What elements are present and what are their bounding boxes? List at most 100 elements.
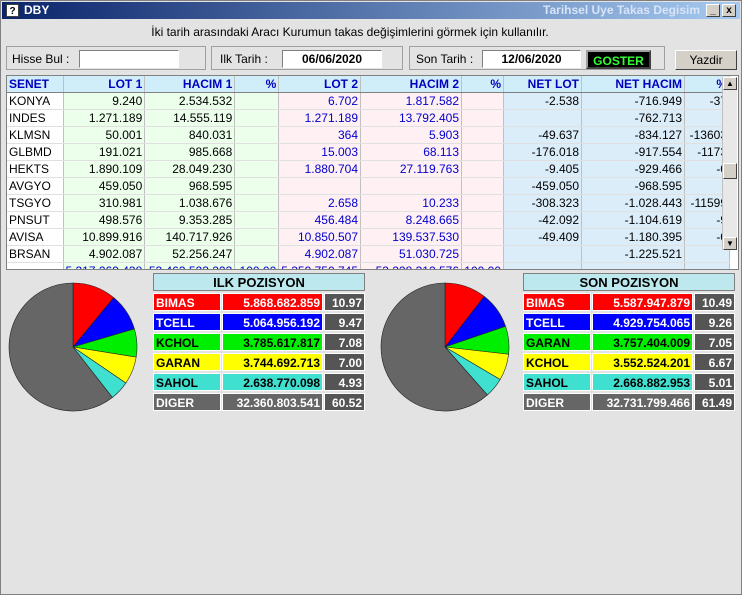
grid-cell[interactable]: 5.359.750.745 <box>278 262 361 269</box>
grid-cell[interactable]: % <box>684 76 730 93</box>
grid-cell[interactable]: -176.018 <box>503 143 582 161</box>
grid-cell[interactable] <box>234 143 280 161</box>
close-button[interactable]: x <box>722 4 736 17</box>
grid-cell[interactable]: 8.248.665 <box>360 211 462 229</box>
grid-cell[interactable]: 5.317.269.438 <box>63 262 146 269</box>
grid-cell[interactable]: 10.233 <box>360 194 462 212</box>
grid-cell[interactable]: 1.880.704 <box>278 160 361 178</box>
grid-cell[interactable]: AVGYO <box>7 177 64 195</box>
ilk-tarih-input[interactable]: 06/06/2020 <box>282 50 382 68</box>
goster-button[interactable]: GOSTER <box>586 50 651 69</box>
grid-cell[interactable] <box>581 262 685 269</box>
table-row[interactable]: INDES 1.271.189 14.555.119 1.271.189 13.792.… <box>7 109 730 127</box>
grid-cell[interactable]: -762.713 <box>581 109 685 127</box>
grid-cell[interactable]: 498.576 <box>63 211 146 229</box>
vertical-scrollbar[interactable]: ▲ ▼ <box>722 77 737 250</box>
grid-cell[interactable]: KONYA <box>7 92 64 110</box>
table-row[interactable]: AVISA 10.899.916 140.717.926 10.850.507 139.… <box>7 228 730 246</box>
grid-cell[interactable]: KLMSN <box>7 126 64 144</box>
grid-cell[interactable]: HEKTS <box>7 160 64 178</box>
grid-cell[interactable] <box>234 126 280 144</box>
grid-cell[interactable]: -11599 <box>684 194 730 212</box>
grid-cell[interactable]: 100,00 <box>461 262 504 269</box>
scroll-thumb[interactable] <box>723 163 737 179</box>
grid-cell[interactable]: BRSAN <box>7 245 64 263</box>
table-row[interactable]: BRSAN 4.902.087 52.256.247 4.902.087 51.030.… <box>7 245 730 263</box>
grid-cell[interactable]: 9.240 <box>63 92 146 110</box>
grid-cell[interactable]: SENET <box>7 76 64 93</box>
table-row[interactable]: TSGYO 310.981 1.038.676 2.658 10.233 -308.323… <box>7 194 730 212</box>
grid-cell[interactable] <box>7 262 64 269</box>
grid-cell[interactable] <box>234 160 280 178</box>
app-icon[interactable]: ? <box>6 4 19 17</box>
grid-cell[interactable]: -2.538 <box>503 92 582 110</box>
grid-cell[interactable] <box>461 177 504 195</box>
grid-cell[interactable]: 2.534.532 <box>144 92 236 110</box>
grid-cell[interactable]: 840.031 <box>144 126 236 144</box>
grid-cell[interactable]: -1.104.619 <box>581 211 685 229</box>
grid-cell[interactable] <box>503 109 582 127</box>
grid-cell[interactable]: 2.658 <box>278 194 361 212</box>
grid-cell[interactable]: 6.702 <box>278 92 361 110</box>
grid-cell[interactable]: 14.555.119 <box>144 109 236 127</box>
grid-cell[interactable] <box>234 211 280 229</box>
hisse-search-input[interactable] <box>79 50 179 68</box>
scroll-up-arrow-icon[interactable]: ▲ <box>723 77 737 90</box>
table-row[interactable]: HEKTS 1.890.109 28.049.230 1.880.704 27.119.… <box>7 160 730 178</box>
grid-cell[interactable]: 1.817.582 <box>360 92 462 110</box>
grid-cell[interactable]: -9 <box>684 211 730 229</box>
grid-cell[interactable]: 51.030.725 <box>360 245 462 263</box>
grid-cell[interactable]: 140.717.926 <box>144 228 236 246</box>
grid-cell[interactable]: 1.271.189 <box>63 109 146 127</box>
grid-cell[interactable] <box>461 211 504 229</box>
grid-cell[interactable]: 27.119.763 <box>360 160 462 178</box>
grid-cell[interactable]: NET HACIM <box>581 76 685 93</box>
grid-cell[interactable]: -9.405 <box>503 160 582 178</box>
grid-cell[interactable]: 10.899.916 <box>63 228 146 246</box>
scroll-down-arrow-icon[interactable]: ▼ <box>723 237 737 250</box>
grid-cell[interactable]: 5.903 <box>360 126 462 144</box>
grid-cell[interactable]: 364 <box>278 126 361 144</box>
grid-cell[interactable] <box>461 109 504 127</box>
grid-cell[interactable]: 4.902.087 <box>278 245 361 263</box>
minimize-button[interactable]: _ <box>706 4 720 17</box>
grid-cell[interactable]: % <box>461 76 504 93</box>
grid-cell[interactable]: PNSUT <box>7 211 64 229</box>
grid-cell[interactable]: 9.353.285 <box>144 211 236 229</box>
grid-cell[interactable]: 4.902.087 <box>63 245 146 263</box>
grid-cell[interactable] <box>234 228 280 246</box>
grid-cell[interactable]: -1.028.443 <box>581 194 685 212</box>
grid-cell[interactable]: -13603 <box>684 126 730 144</box>
grid-cell[interactable] <box>461 228 504 246</box>
grid-cell[interactable]: LOT 1 <box>63 76 146 93</box>
son-tarih-input[interactable]: 12/06/2020 <box>482 50 581 68</box>
grid-cell[interactable] <box>503 245 582 263</box>
grid-cell[interactable]: 53.463.523.223 <box>144 262 236 269</box>
grid-cell[interactable] <box>461 245 504 263</box>
grid-cell[interactable] <box>234 177 280 195</box>
grid-cell[interactable]: 52.256.247 <box>144 245 236 263</box>
grid-cell[interactable]: 310.981 <box>63 194 146 212</box>
grid-cell[interactable]: AVISA <box>7 228 64 246</box>
grid-cell[interactable] <box>461 126 504 144</box>
grid-cell[interactable]: LOT 2 <box>278 76 361 93</box>
grid-cell[interactable]: 10.850.507 <box>278 228 361 246</box>
grid-cell[interactable] <box>684 262 730 269</box>
grid-cell[interactable] <box>684 109 730 127</box>
table-row[interactable]: GLBMD 191.021 985.668 15.003 68.113 -176.018-… <box>7 143 730 161</box>
table-row[interactable]: KLMSN 50.001 840.031 364 5.903 -49.637 -834.12… <box>7 126 730 144</box>
grid-cell[interactable]: 1.890.109 <box>63 160 146 178</box>
grid-cell[interactable] <box>503 262 582 269</box>
grid-cell[interactable]: -1173 <box>684 143 730 161</box>
grid-cell[interactable]: 968.595 <box>144 177 236 195</box>
grid-cell[interactable]: 456.484 <box>278 211 361 229</box>
grid-cell[interactable] <box>461 194 504 212</box>
grid-cell[interactable]: 191.021 <box>63 143 146 161</box>
grid-cell[interactable]: 50.001 <box>63 126 146 144</box>
grid-cell[interactable] <box>684 245 730 263</box>
grid-cell[interactable]: 100,00 <box>234 262 280 269</box>
yazdir-button[interactable]: Yazdir <box>675 50 737 70</box>
grid-cell[interactable]: 985.668 <box>144 143 236 161</box>
grid-cell[interactable]: 1.271.189 <box>278 109 361 127</box>
grid-cell[interactable]: 15.003 <box>278 143 361 161</box>
